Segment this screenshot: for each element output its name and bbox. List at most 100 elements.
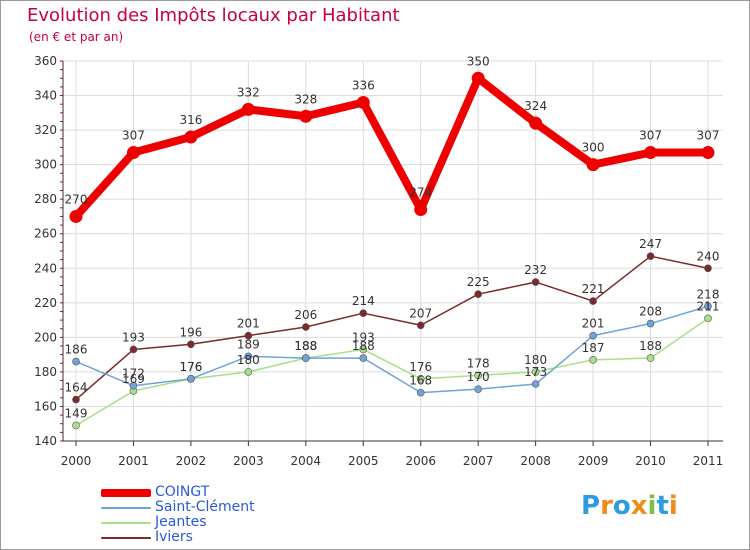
legend-item-iviers: Iviers xyxy=(101,530,255,545)
data-point xyxy=(184,130,198,144)
data-point xyxy=(356,95,370,109)
data-label: 188 xyxy=(352,339,375,353)
data-label: 225 xyxy=(467,275,490,289)
data-label: 187 xyxy=(582,341,605,355)
data-label: 172 xyxy=(122,367,145,381)
series-points xyxy=(69,71,715,430)
x-tick-label: 2003 xyxy=(233,454,264,468)
grid xyxy=(63,60,723,442)
legend-item-jeantes: Jeantes xyxy=(101,515,255,530)
data-label: 201 xyxy=(237,317,260,331)
data-label: 307 xyxy=(697,129,720,143)
logo-letter: i xyxy=(668,491,678,521)
legend-label-coingt: COINGT xyxy=(155,484,210,500)
data-label: 336 xyxy=(352,78,375,92)
x-tick-label: 2000 xyxy=(61,454,92,468)
data-label: 218 xyxy=(697,287,720,301)
data-label: 176 xyxy=(409,360,432,374)
data-label: 350 xyxy=(467,54,490,68)
data-label: 274 xyxy=(409,186,432,200)
data-label: 188 xyxy=(639,339,662,353)
data-point xyxy=(187,375,195,383)
data-label: 176 xyxy=(179,360,202,374)
data-label: 206 xyxy=(294,308,317,322)
data-point xyxy=(244,331,253,340)
data-label: 180 xyxy=(237,353,260,367)
data-point xyxy=(416,321,425,330)
data-label: 169 xyxy=(122,372,145,386)
data-point xyxy=(646,319,655,328)
series-line-iviers xyxy=(75,255,709,401)
data-point xyxy=(69,209,83,223)
data-point xyxy=(359,354,368,362)
data-point xyxy=(416,375,425,383)
series-line-jeantes xyxy=(75,317,709,427)
y-tick-label: 140 xyxy=(34,434,57,448)
legend-label-iviers: Iviers xyxy=(155,529,193,545)
data-point xyxy=(704,314,712,323)
data-point xyxy=(701,146,715,160)
data-label: 188 xyxy=(294,339,317,353)
legend-item-saint-clement: Saint-Clément xyxy=(101,500,255,515)
data-label: 214 xyxy=(352,294,375,308)
y-tick-label: 260 xyxy=(34,227,57,241)
chart-subtitle: (en € et par an) xyxy=(29,30,124,44)
data-point xyxy=(474,371,482,380)
data-point xyxy=(302,354,310,362)
data-label: 316 xyxy=(179,113,202,127)
data-label: 188 xyxy=(294,339,317,353)
data-point xyxy=(72,395,80,404)
data-point xyxy=(414,203,428,217)
data-point xyxy=(187,340,195,349)
data-label: 164 xyxy=(65,381,88,395)
x-tick-label: 2001 xyxy=(118,454,149,468)
data-label: 189 xyxy=(237,337,260,351)
data-point xyxy=(72,421,80,430)
data-label: 307 xyxy=(639,129,662,143)
y-tick-label: 180 xyxy=(34,365,57,379)
logo-letter: P xyxy=(581,491,601,521)
data-label: 176 xyxy=(179,360,202,374)
y-tick-label: 300 xyxy=(34,158,57,172)
data-label: 300 xyxy=(582,141,605,155)
data-point xyxy=(126,146,140,160)
data-label: 232 xyxy=(524,263,547,277)
data-label: 307 xyxy=(122,129,145,143)
data-label: 240 xyxy=(697,249,720,263)
data-label: 270 xyxy=(65,192,88,206)
data-label: 168 xyxy=(409,374,432,388)
series-line-saint-cl-ment xyxy=(75,305,709,394)
data-point xyxy=(531,380,540,388)
legend-swatch-saint-clement xyxy=(101,506,151,509)
x-tick-label: 2005 xyxy=(348,454,379,468)
y-tick-label: 220 xyxy=(34,296,57,310)
data-point xyxy=(302,323,310,331)
data-label: 332 xyxy=(237,85,260,99)
logo-letter: t xyxy=(656,491,669,521)
x-tick-label: 2006 xyxy=(405,454,436,468)
logo-letter: x xyxy=(630,491,648,521)
data-point xyxy=(589,356,597,364)
data-label: 186 xyxy=(65,343,88,357)
data-labels: 164 193 196 201 206 214 207 225 232 221 247 240 149 1… xyxy=(65,54,720,420)
logo-letter: r xyxy=(600,491,613,521)
series-line-coingt xyxy=(72,74,712,221)
data-label: 170 xyxy=(467,370,490,384)
data-label: 211 xyxy=(697,299,720,313)
y-tick-label: 340 xyxy=(34,89,57,103)
x-tick-label: 2004 xyxy=(291,454,322,468)
y-tick-label: 160 xyxy=(34,399,57,413)
data-point xyxy=(244,352,253,361)
legend-swatch-coingt xyxy=(101,488,151,497)
data-point xyxy=(589,331,597,340)
data-point xyxy=(646,354,655,362)
data-label: 193 xyxy=(352,330,375,344)
data-point xyxy=(589,297,597,305)
data-label: 328 xyxy=(294,92,317,106)
chart-title: Evolution des Impôts locaux par Habitant xyxy=(27,5,400,26)
data-point xyxy=(704,264,712,273)
legend-item-coingt: COINGT xyxy=(101,485,255,500)
y-tick-label: 280 xyxy=(34,192,57,206)
